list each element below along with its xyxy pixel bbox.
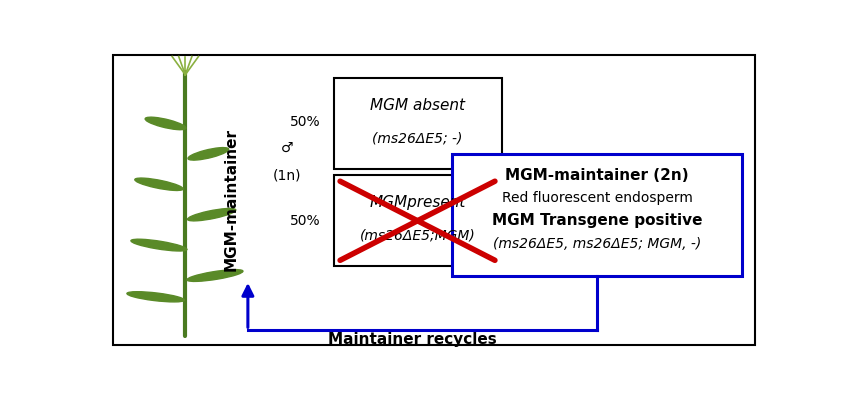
Ellipse shape xyxy=(145,117,186,130)
Text: (ms26ΔE5;MGM): (ms26ΔE5;MGM) xyxy=(360,229,475,243)
Ellipse shape xyxy=(187,270,243,281)
Text: ♂: ♂ xyxy=(281,141,293,155)
Text: 50%: 50% xyxy=(290,214,320,228)
Ellipse shape xyxy=(127,292,184,302)
Ellipse shape xyxy=(135,178,183,190)
Ellipse shape xyxy=(188,209,235,221)
Text: MGM Transgene positive: MGM Transgene positive xyxy=(492,213,702,228)
FancyBboxPatch shape xyxy=(333,175,501,266)
Text: Maintainer recycles: Maintainer recycles xyxy=(328,332,497,347)
FancyBboxPatch shape xyxy=(452,154,742,276)
Text: MGM absent: MGM absent xyxy=(370,98,465,113)
Text: (1n): (1n) xyxy=(273,168,302,182)
Text: MGMpresent: MGMpresent xyxy=(369,195,466,210)
Text: (ms26ΔE5, ms26ΔE5; MGM, -): (ms26ΔE5, ms26ΔE5; MGM, -) xyxy=(493,237,701,250)
Ellipse shape xyxy=(188,148,229,160)
Text: MGM-maintainer (2n): MGM-maintainer (2n) xyxy=(505,167,688,182)
Text: Red fluorescent endosperm: Red fluorescent endosperm xyxy=(502,191,693,205)
Ellipse shape xyxy=(131,239,187,251)
Text: 50%: 50% xyxy=(290,115,320,129)
FancyBboxPatch shape xyxy=(333,78,501,169)
Text: (ms26ΔE5; -): (ms26ΔE5; -) xyxy=(372,132,462,146)
Text: MGM-maintainer: MGM-maintainer xyxy=(224,128,239,271)
